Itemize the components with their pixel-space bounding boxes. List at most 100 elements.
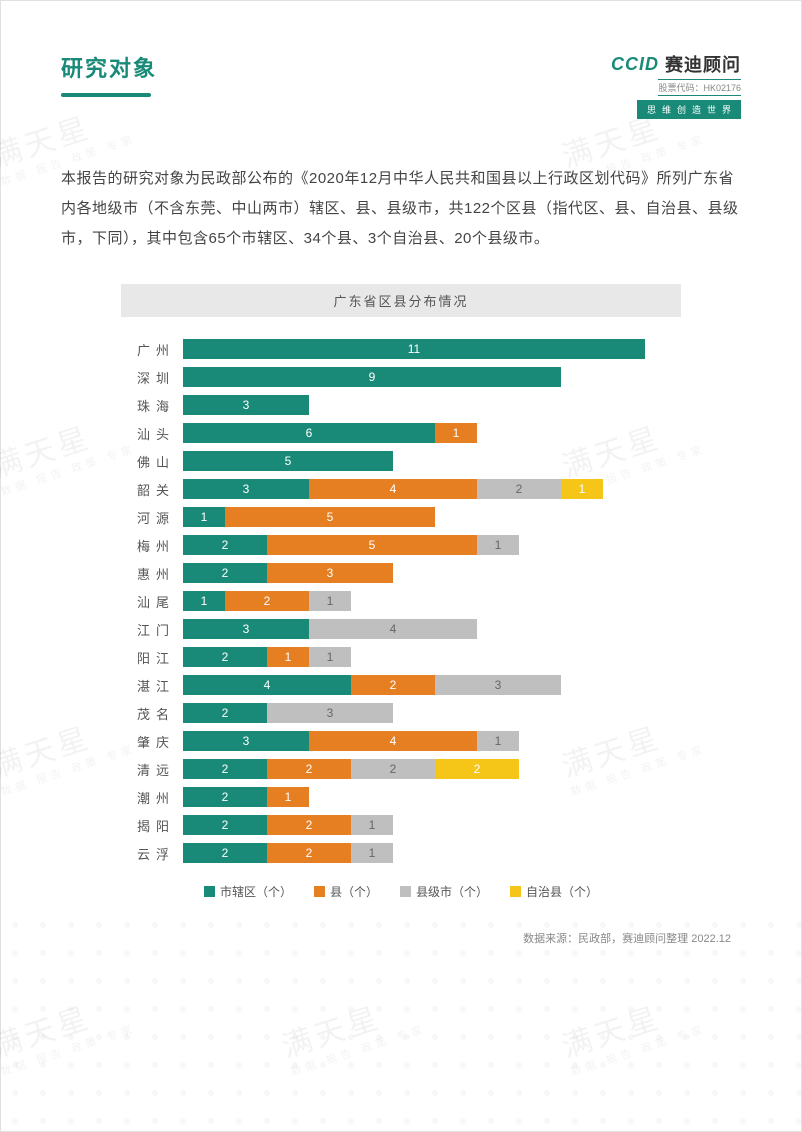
bar-segment-xianjishi: 1 xyxy=(309,647,351,667)
legend-label: 自治县（个） xyxy=(526,883,598,900)
logo-cn: 赛迪顾问 xyxy=(665,51,741,77)
row-bars: 3421 xyxy=(183,479,681,499)
row-label: 韶关 xyxy=(121,480,183,499)
row-label: 广州 xyxy=(121,340,183,359)
chart-row: 云浮221 xyxy=(121,839,681,867)
bar-segment-xian: 5 xyxy=(225,507,435,527)
bar-segment-shixiaqu: 3 xyxy=(183,731,309,751)
chart-body: 广州11深圳9珠海3汕头61佛山5韶关3421河源15梅州251惠州23汕尾12… xyxy=(121,335,681,867)
bar-segment-xianjishi: 1 xyxy=(351,843,393,863)
chart-row: 清远2222 xyxy=(121,755,681,783)
bar-segment-xian: 1 xyxy=(435,423,477,443)
row-bars: 121 xyxy=(183,591,681,611)
bar-segment-xian: 4 xyxy=(309,479,477,499)
page-header: 研究对象 CCID 赛迪顾问 股票代码：HK02176 思维创造世界 xyxy=(61,51,741,119)
row-bars: 34 xyxy=(183,619,681,639)
chart-row: 广州11 xyxy=(121,335,681,363)
row-label: 湛江 xyxy=(121,676,183,695)
bar-segment-xian: 2 xyxy=(267,759,351,779)
bar-segment-xian: 1 xyxy=(267,787,309,807)
chart-row: 潮州21 xyxy=(121,783,681,811)
bar-segment-shixiaqu: 2 xyxy=(183,787,267,807)
row-label: 阳江 xyxy=(121,648,183,667)
bar-segment-shixiaqu: 1 xyxy=(183,507,225,527)
bar-segment-shixiaqu: 6 xyxy=(183,423,435,443)
chart-row: 佛山5 xyxy=(121,447,681,475)
row-bars: 423 xyxy=(183,675,681,695)
row-bars: 21 xyxy=(183,787,681,807)
bar-segment-shixiaqu: 3 xyxy=(183,619,309,639)
row-bars: 251 xyxy=(183,535,681,555)
row-bars: 221 xyxy=(183,815,681,835)
row-label: 肇庆 xyxy=(121,732,183,751)
body-paragraph: 本报告的研究对象为民政部公布的《2020年12月中华人民共和国县以上行政区划代码… xyxy=(61,164,741,254)
row-bars: 23 xyxy=(183,703,681,723)
chart-row: 汕尾121 xyxy=(121,587,681,615)
bar-segment-xian: 4 xyxy=(309,731,477,751)
data-source: 数据来源：民政部，赛迪顾问整理 2022.12 xyxy=(61,930,741,946)
chart-row: 茂名23 xyxy=(121,699,681,727)
row-label: 汕尾 xyxy=(121,592,183,611)
legend-item-xianjishi: 县级市（个） xyxy=(400,883,488,900)
logo-block: CCID 赛迪顾问 股票代码：HK02176 思维创造世界 xyxy=(611,51,741,119)
row-label: 江门 xyxy=(121,620,183,639)
row-label: 深圳 xyxy=(121,368,183,387)
bar-segment-zizhixian: 1 xyxy=(561,479,603,499)
row-label: 珠海 xyxy=(121,396,183,415)
bar-segment-xianjishi: 1 xyxy=(309,591,351,611)
bar-segment-shixiaqu: 2 xyxy=(183,759,267,779)
chart-row: 江门34 xyxy=(121,615,681,643)
row-bars: 61 xyxy=(183,423,681,443)
chart-row: 深圳9 xyxy=(121,363,681,391)
row-bars: 3 xyxy=(183,395,681,415)
chart-row: 湛江423 xyxy=(121,671,681,699)
bar-segment-xianjishi: 2 xyxy=(477,479,561,499)
watermark: 满天星数据 报告 政策 专家 xyxy=(555,981,707,1080)
bar-segment-xianjishi: 3 xyxy=(267,703,393,723)
bar-segment-xianjishi: 1 xyxy=(477,535,519,555)
slogan: 思维创造世界 xyxy=(637,100,741,119)
logo-latin: CCID xyxy=(611,54,659,75)
bar-segment-shixiaqu: 5 xyxy=(183,451,393,471)
swatch-xian xyxy=(314,886,325,897)
title-underline xyxy=(61,93,151,97)
bar-segment-shixiaqu: 3 xyxy=(183,395,309,415)
row-label: 茂名 xyxy=(121,704,183,723)
bar-segment-shixiaqu: 2 xyxy=(183,703,267,723)
row-bars: 5 xyxy=(183,451,681,471)
chart-row: 揭阳221 xyxy=(121,811,681,839)
bar-segment-shixiaqu: 9 xyxy=(183,367,561,387)
row-bars: 341 xyxy=(183,731,681,751)
bar-segment-xianjishi: 1 xyxy=(351,815,393,835)
page-title: 研究对象 xyxy=(61,51,157,83)
chart-row: 肇庆341 xyxy=(121,727,681,755)
bar-segment-zizhixian: 2 xyxy=(435,759,519,779)
row-bars: 2222 xyxy=(183,759,681,779)
swatch-xianjishi xyxy=(400,886,411,897)
distribution-chart: 广东省区县分布情况 广州11深圳9珠海3汕头61佛山5韶关3421河源15梅州2… xyxy=(121,284,681,900)
bar-segment-xianjishi: 1 xyxy=(477,731,519,751)
legend-item-zizhixian: 自治县（个） xyxy=(510,883,598,900)
bar-segment-shixiaqu: 4 xyxy=(183,675,351,695)
title-block: 研究对象 xyxy=(61,51,157,97)
bar-segment-shixiaqu: 2 xyxy=(183,843,267,863)
swatch-shixiaqu xyxy=(204,886,215,897)
row-label: 潮州 xyxy=(121,788,183,807)
row-label: 惠州 xyxy=(121,564,183,583)
stock-code: 股票代码：HK02176 xyxy=(658,79,741,96)
chart-title: 广东省区县分布情况 xyxy=(121,284,681,317)
bar-segment-shixiaqu: 2 xyxy=(183,563,267,583)
row-label: 揭阳 xyxy=(121,816,183,835)
chart-row: 韶关3421 xyxy=(121,475,681,503)
bar-segment-xianjishi: 4 xyxy=(309,619,477,639)
bar-segment-xianjishi: 2 xyxy=(351,759,435,779)
bar-segment-shixiaqu: 2 xyxy=(183,815,267,835)
row-label: 汕头 xyxy=(121,424,183,443)
row-label: 梅州 xyxy=(121,536,183,555)
chart-row: 汕头61 xyxy=(121,419,681,447)
bar-segment-xian: 2 xyxy=(225,591,309,611)
bar-segment-shixiaqu: 2 xyxy=(183,535,267,555)
swatch-zizhixian xyxy=(510,886,521,897)
bar-segment-xianjishi: 3 xyxy=(435,675,561,695)
row-label: 佛山 xyxy=(121,452,183,471)
